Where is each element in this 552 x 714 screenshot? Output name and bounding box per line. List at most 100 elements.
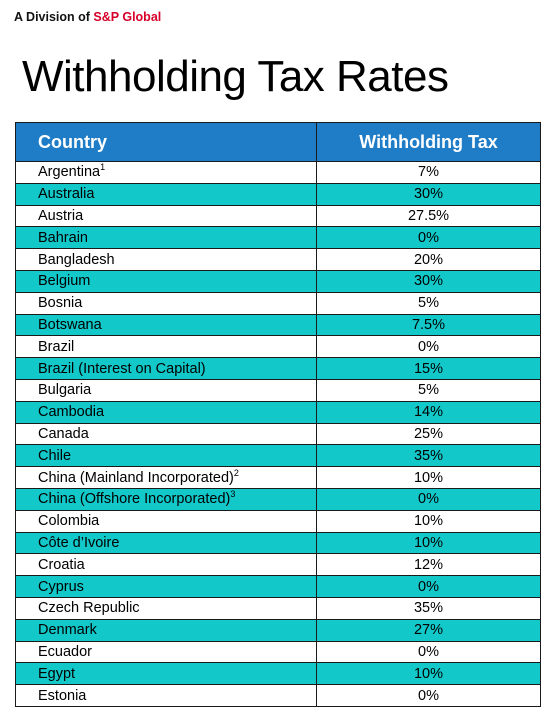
country-cell: Austria: [15, 205, 317, 228]
rate-cell: 12%: [316, 553, 541, 577]
brand-logo-text: S&P Global: [93, 10, 162, 24]
page-title: Withholding Tax Rates: [22, 52, 449, 101]
country-name: Botswana: [38, 316, 102, 333]
brand-line: A Division of S&P Global: [14, 10, 161, 24]
table-row: Belgium 30%: [15, 270, 541, 293]
country-name: Cyprus: [38, 578, 84, 595]
table-row: Brazil (Interest on Capital) 15%: [15, 357, 541, 380]
country-name: Australia: [38, 186, 95, 203]
footnote-marker: 3: [230, 489, 236, 500]
brand-prefix: A Division of: [14, 10, 94, 24]
rate-cell: 10%: [316, 532, 541, 555]
country-name: China (Mainland Incorporated): [38, 469, 234, 486]
table-row: Botswana 7.5%: [15, 314, 541, 337]
rate-cell: 14%: [316, 401, 541, 424]
table-row: Cambodia 14%: [15, 401, 541, 424]
rate-cell: 20%: [316, 248, 541, 271]
country-cell: Canada: [15, 423, 317, 446]
country-name: Ecuador: [38, 643, 93, 660]
rate-cell: 30%: [316, 183, 541, 206]
country-name: Belgium: [38, 273, 91, 290]
rate-cell: 30%: [316, 270, 541, 293]
table-row: Bulgaria 5%: [15, 379, 541, 402]
table-row: Argentina1 7%: [15, 161, 541, 184]
table-row: Canada 25%: [15, 423, 541, 446]
country-name: Canada: [38, 425, 89, 442]
country-name: Bulgaria: [38, 382, 92, 399]
country-cell: Australia: [15, 183, 317, 206]
footnote-marker: 2: [233, 467, 239, 478]
country-name: Côte d’Ivoire: [38, 534, 120, 551]
rate-cell: 5%: [316, 292, 541, 315]
table-row: China (Offshore Incorporated)3 0%: [15, 488, 541, 511]
table-row: Bahrain 0%: [15, 226, 541, 250]
country-name: Cambodia: [38, 404, 105, 421]
rate-cell: 0%: [316, 641, 541, 664]
rate-cell: 10%: [316, 510, 541, 533]
country-name: China (Offshore Incorporated): [38, 491, 231, 508]
country-name: Egypt: [38, 665, 76, 682]
footnote-marker: 1: [100, 162, 106, 173]
rate-cell: 0%: [316, 226, 541, 250]
country-name: Brazil (Interest on Capital): [38, 360, 206, 377]
country-name: Austria: [38, 207, 84, 224]
table-row: Ecuador 0%: [15, 641, 541, 664]
country-name: Argentina: [38, 164, 101, 181]
country-cell: China (Offshore Incorporated)3: [15, 488, 317, 511]
country-cell: Croatia: [15, 553, 317, 577]
country-cell: Chile: [15, 444, 317, 468]
table-row: Bosnia 5%: [15, 292, 541, 315]
country-cell: Colombia: [15, 510, 317, 533]
country-name: Bangladesh: [38, 251, 115, 268]
table-row: Cyprus 0%: [15, 575, 541, 598]
country-cell: Bulgaria: [15, 379, 317, 402]
country-cell: Bahrain: [15, 226, 317, 250]
country-name: Bosnia: [38, 295, 83, 312]
table-row: Croatia 12%: [15, 553, 541, 577]
table-row: Colombia 10%: [15, 510, 541, 533]
country-cell: Brazil: [15, 335, 317, 359]
rate-cell: 25%: [316, 423, 541, 446]
rate-cell: 10%: [316, 662, 541, 686]
table-row: Denmark 27%: [15, 619, 541, 642]
withholding-tax-table: Country Withholding Tax Argentina1 7% Aust…: [15, 122, 541, 707]
rate-cell: 7.5%: [316, 314, 541, 337]
rate-cell: 0%: [316, 335, 541, 359]
rate-cell: 35%: [316, 597, 541, 620]
table-row: Estonia 0%: [15, 684, 541, 707]
rate-cell: 7%: [316, 161, 541, 184]
country-cell: Estonia: [15, 684, 317, 707]
country-cell: Bangladesh: [15, 248, 317, 271]
country-cell: China (Mainland Incorporated)2: [15, 466, 317, 489]
rate-cell: 35%: [316, 444, 541, 468]
country-cell: Cyprus: [15, 575, 317, 598]
table-row: Bangladesh 20%: [15, 248, 541, 271]
country-cell: Ecuador: [15, 641, 317, 664]
country-cell: Côte d’Ivoire: [15, 532, 317, 555]
table-body: Argentina1 7% Australia 30% Austria 27.5% Bahr…: [15, 161, 541, 707]
table-row: Côte d’Ivoire 10%: [15, 532, 541, 555]
column-header-country: Country: [15, 122, 317, 162]
table-header-row: Country Withholding Tax: [15, 122, 541, 162]
country-cell: Denmark: [15, 619, 317, 642]
country-cell: Belgium: [15, 270, 317, 293]
table-row: Chile 35%: [15, 444, 541, 468]
country-name: Croatia: [38, 556, 85, 573]
rate-cell: 27.5%: [316, 205, 541, 228]
country-cell: Czech Republic: [15, 597, 317, 620]
table-row: Egypt 10%: [15, 662, 541, 686]
country-cell: Brazil (Interest on Capital): [15, 357, 317, 380]
country-name: Chile: [38, 447, 72, 464]
rate-cell: 5%: [316, 379, 541, 402]
table-row: Brazil 0%: [15, 335, 541, 359]
withholding-tax-table-container: Country Withholding Tax Argentina1 7% Aust…: [15, 122, 541, 707]
country-cell: Argentina1: [15, 161, 317, 184]
table-row: China (Mainland Incorporated)2 10%: [15, 466, 541, 489]
country-name: Denmark: [38, 622, 97, 639]
country-name: Estonia: [38, 687, 87, 704]
table-row: Australia 30%: [15, 183, 541, 206]
rate-cell: 0%: [316, 488, 541, 511]
country-cell: Cambodia: [15, 401, 317, 424]
country-cell: Botswana: [15, 314, 317, 337]
country-cell: Egypt: [15, 662, 317, 686]
